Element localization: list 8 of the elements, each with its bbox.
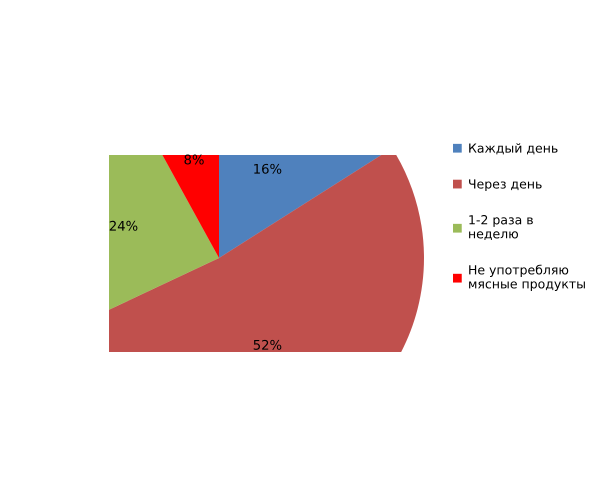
data-label: 16%	[254, 164, 282, 174]
legend-label: Каждый день	[469, 143, 558, 154]
data-label: 52%	[254, 340, 282, 350]
legend-label: 1-2 раза в неделю	[469, 215, 533, 240]
legend-label: Не употребляю мясные продукты	[469, 264, 585, 291]
legend-label: Через день	[469, 179, 542, 192]
data-label: 24%	[110, 220, 138, 231]
data-label: 8%	[184, 154, 204, 165]
